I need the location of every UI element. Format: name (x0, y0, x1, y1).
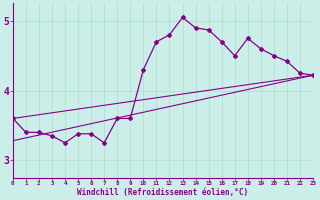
X-axis label: Windchill (Refroidissement éolien,°C): Windchill (Refroidissement éolien,°C) (77, 188, 249, 197)
